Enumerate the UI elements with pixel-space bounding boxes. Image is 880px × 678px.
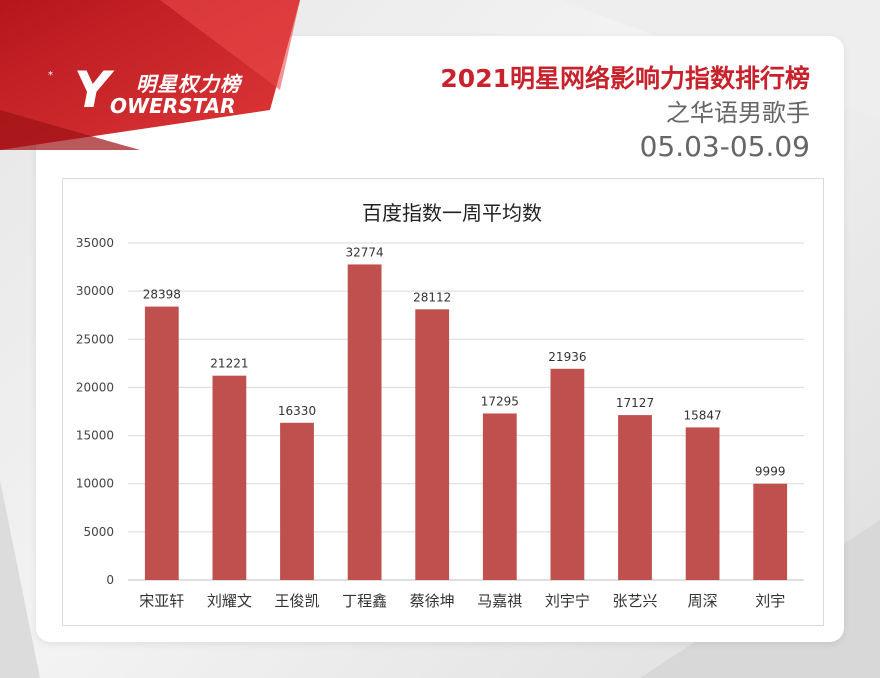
x-tick-label: 刘耀文 (207, 592, 252, 610)
bar (415, 309, 450, 580)
page-subtitle: 之华语男歌手 (666, 99, 810, 127)
x-tick-label: 宋亚轩 (139, 592, 184, 610)
data-label: 17127 (616, 396, 654, 410)
brand-banner (0, 0, 300, 150)
brand-logo-letter: Y (74, 61, 111, 119)
bar (685, 427, 720, 580)
bar (144, 306, 179, 580)
brand-name-en: OWERSTAR (110, 94, 236, 118)
brand-logo: Y 明星权力榜 OWERSTAR (74, 64, 274, 124)
date-range: 05.03-05.09 (639, 130, 810, 163)
y-tick-label: 35000 (76, 236, 114, 250)
y-tick-label: 20000 (76, 380, 114, 394)
x-tick-label: 蔡徐坤 (410, 592, 455, 610)
data-label: 21936 (548, 350, 586, 364)
x-tick-label: 马嘉祺 (477, 592, 522, 610)
bar (347, 264, 382, 580)
data-label: 9999 (755, 465, 786, 479)
bar (212, 375, 247, 580)
data-label: 28112 (413, 290, 451, 304)
data-labels: 28398 21221 16330 32774 28112 17295 21936 17127… (143, 245, 786, 478)
y-tick-label: 5000 (83, 525, 114, 539)
header-titles: 2021明星网络影响力指数排行榜 之华语男歌手 05.03-05.09 (440, 62, 810, 164)
data-label: 21221 (210, 357, 248, 371)
y-tick-label: 10000 (76, 477, 114, 491)
x-tick-label: 张艺兴 (612, 592, 657, 610)
y-tick-label: 25000 (76, 332, 114, 346)
y-tick-label: 30000 (76, 284, 114, 298)
x-tick-label: 王俊凯 (274, 592, 319, 610)
bar (550, 368, 585, 580)
brand-name-cn: 明星权力榜 (136, 72, 241, 96)
data-label: 17295 (481, 394, 519, 408)
bar-chart: 百度指数一周平均数 28398 21221 16330 32774 28112 17295… (76, 201, 804, 610)
bar (280, 422, 314, 580)
x-tick-label: 丁程鑫 (342, 592, 387, 610)
y-tick-label: 0 (106, 573, 114, 587)
bars (144, 264, 788, 580)
x-tick-label: 刘宇 (755, 592, 785, 610)
data-label: 32774 (346, 245, 384, 259)
chart-title: 百度指数一周平均数 (362, 201, 542, 225)
y-tick-label: 15000 (76, 429, 114, 443)
data-label: 28398 (143, 288, 181, 302)
y-axis-ticks: 0 5000 10000 15000 20000 25000 30000 35000 (76, 236, 114, 587)
bar (482, 413, 517, 580)
data-label: 16330 (278, 404, 316, 418)
x-axis-ticks: 宋亚轩 刘耀文 王俊凯 丁程鑫 蔡徐坤 马嘉祺 刘宇宁 张艺兴 周深 刘宇 (139, 592, 785, 610)
star-decoration: * (48, 70, 53, 81)
x-tick-label: 刘宇宁 (545, 592, 590, 610)
x-tick-label: 周深 (688, 592, 718, 610)
bar (753, 483, 788, 580)
page-title: 2021明星网络影响力指数排行榜 (440, 64, 810, 93)
data-label: 15847 (684, 408, 722, 422)
bar (618, 415, 652, 580)
